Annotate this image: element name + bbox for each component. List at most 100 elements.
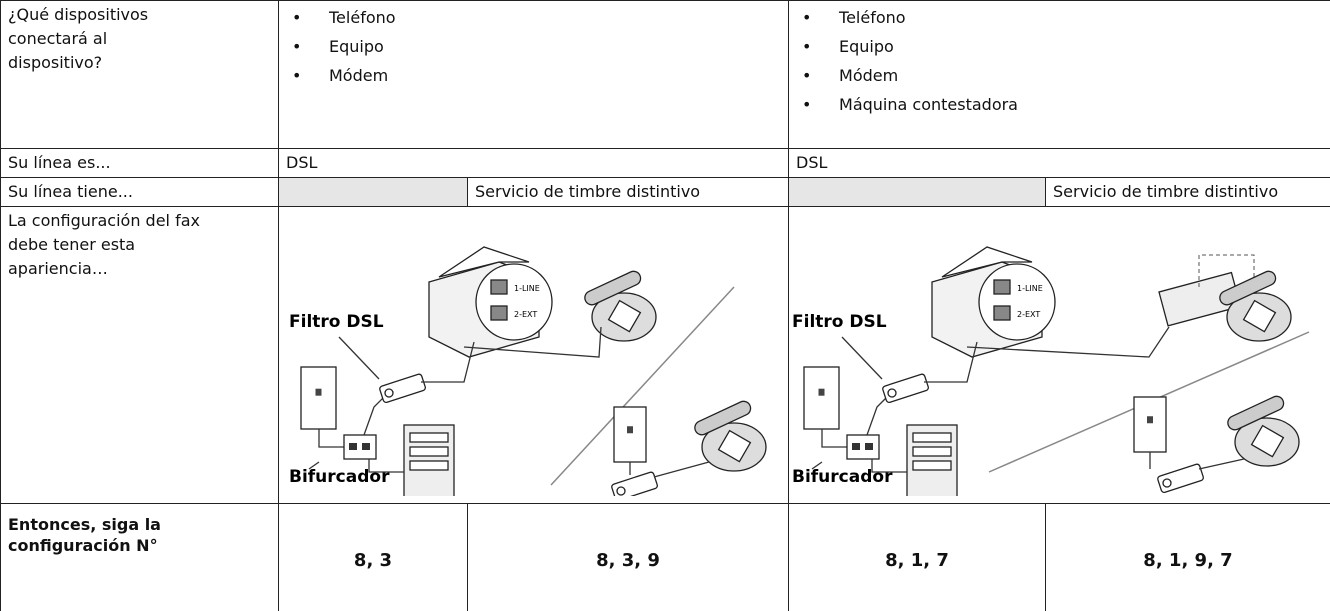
phone-keypad <box>717 429 752 463</box>
dashed-link <box>1198 254 1255 292</box>
filter-port <box>887 388 897 398</box>
cable <box>841 336 883 380</box>
phone-keypad <box>1250 424 1285 458</box>
drive-bay <box>409 460 449 471</box>
drive-bay <box>409 446 449 457</box>
drive-bay <box>912 460 952 471</box>
device-item: Equipo <box>292 32 781 61</box>
device-list: TeléfonoEquipoMódem <box>286 3 781 90</box>
config-number: 8, 3 <box>278 503 468 611</box>
filter-port <box>1162 478 1172 488</box>
cable <box>338 336 380 380</box>
device-item: Módem <box>292 61 781 90</box>
port-label: 2-EXT <box>514 310 537 319</box>
row-label: Entonces, siga la configuración N° <box>0 503 279 611</box>
cable <box>966 326 1170 358</box>
splitter-label: Bifurcador <box>289 467 390 487</box>
cable <box>821 429 848 448</box>
splitter-label: Bifurcador <box>792 467 893 487</box>
diagram-cell: Filtro DSL Bifurcador 1-LINE 2-EXT <box>788 206 1330 504</box>
phone-handset <box>1219 270 1277 306</box>
phone-keypad <box>1242 299 1277 333</box>
label-line: configuración N° <box>8 536 158 555</box>
cell: Servicio de timbre distintivo <box>466 177 790 207</box>
cable <box>318 429 344 448</box>
port <box>993 279 1011 295</box>
cable <box>924 341 978 383</box>
device-item: Teléfono <box>802 3 1330 32</box>
filter-port <box>384 388 394 398</box>
filter-port <box>616 486 626 496</box>
cell: TeléfonoEquipoMódem <box>277 0 790 149</box>
wall-jack <box>1133 396 1167 453</box>
port-zoom <box>475 263 553 341</box>
label-line: apariencia… <box>8 259 108 278</box>
port <box>993 305 1011 321</box>
device-item: Equipo <box>802 32 1330 61</box>
cable <box>871 459 908 473</box>
cell: DSL <box>788 148 1330 178</box>
drive-bay <box>912 446 952 457</box>
diagram: Filtro DSL Bifurcador 1-LINE 2-EXT <box>289 246 767 502</box>
port-label: 2-EXT <box>1017 310 1040 319</box>
config-number: 8, 1, 7 <box>788 503 1047 611</box>
row: ¿Qué dispositivos conectará al dispositivo… <box>0 0 1330 149</box>
filter-label: Filtro DSL <box>289 312 384 332</box>
config-number: 8, 3, 9 <box>466 503 790 611</box>
jack-port <box>1147 416 1154 424</box>
cable <box>1198 458 1245 470</box>
cable <box>421 341 475 383</box>
cell: DSL <box>277 148 790 178</box>
wall-jack <box>803 366 840 430</box>
diagram-cell: Filtro DSL Bifurcador 1-LINE 2-EXT <box>277 206 790 504</box>
port <box>490 305 508 321</box>
cable <box>811 461 823 470</box>
filter <box>882 373 929 404</box>
phone-handset <box>1227 395 1285 431</box>
filter <box>1157 463 1204 494</box>
cable <box>368 459 404 473</box>
row-label: La configuración del fax debe tener esta a… <box>0 206 279 504</box>
port-label: 1-LINE <box>514 284 540 293</box>
wall-jack <box>613 406 647 463</box>
filter <box>379 373 426 404</box>
row: Su línea es... DSL DSL <box>0 148 1330 178</box>
port-zoom <box>978 263 1056 341</box>
row-label: Su línea tiene... <box>0 177 279 207</box>
device-item: Teléfono <box>292 3 781 32</box>
splitter-port <box>362 443 370 450</box>
cable <box>363 396 385 436</box>
phone-handset <box>584 270 642 306</box>
filter-label: Filtro DSL <box>792 312 887 332</box>
cable <box>308 461 320 470</box>
splitter-port <box>349 443 357 450</box>
cell: Servicio de timbre distintivo <box>1045 177 1330 207</box>
divider <box>550 286 735 486</box>
phone-handset <box>694 400 752 436</box>
label-line: debe tener esta <box>8 235 136 254</box>
phone-keypad <box>607 299 642 333</box>
printer-top <box>941 246 1033 278</box>
label-line: La configuración del fax <box>8 211 200 230</box>
drive-bay <box>409 432 449 443</box>
label-line: Entonces, siga la <box>8 515 161 534</box>
row: Entonces, siga la configuración N° 8, 3 8… <box>0 503 1330 611</box>
row-label: ¿Qué dispositivos conectará al dispositivo… <box>0 0 279 149</box>
row-label: Su línea es... <box>0 148 279 178</box>
cable <box>866 396 888 436</box>
row: Su línea tiene... Servicio de timbre dis… <box>0 177 1330 207</box>
cable <box>653 461 710 478</box>
splitter-port <box>852 443 861 450</box>
cell: TeléfonoEquipoMódemMáquina contestadora <box>788 0 1330 149</box>
label-line: ¿Qué dispositivos <box>8 5 149 24</box>
wall-jack <box>300 366 337 430</box>
splitter <box>343 434 377 460</box>
splitter <box>846 434 880 460</box>
splitter-port <box>865 443 874 450</box>
jack-port <box>818 388 825 396</box>
port <box>490 279 508 295</box>
label-line: conectará al <box>8 29 108 48</box>
empty-cell <box>278 177 468 207</box>
empty-cell <box>788 177 1047 207</box>
